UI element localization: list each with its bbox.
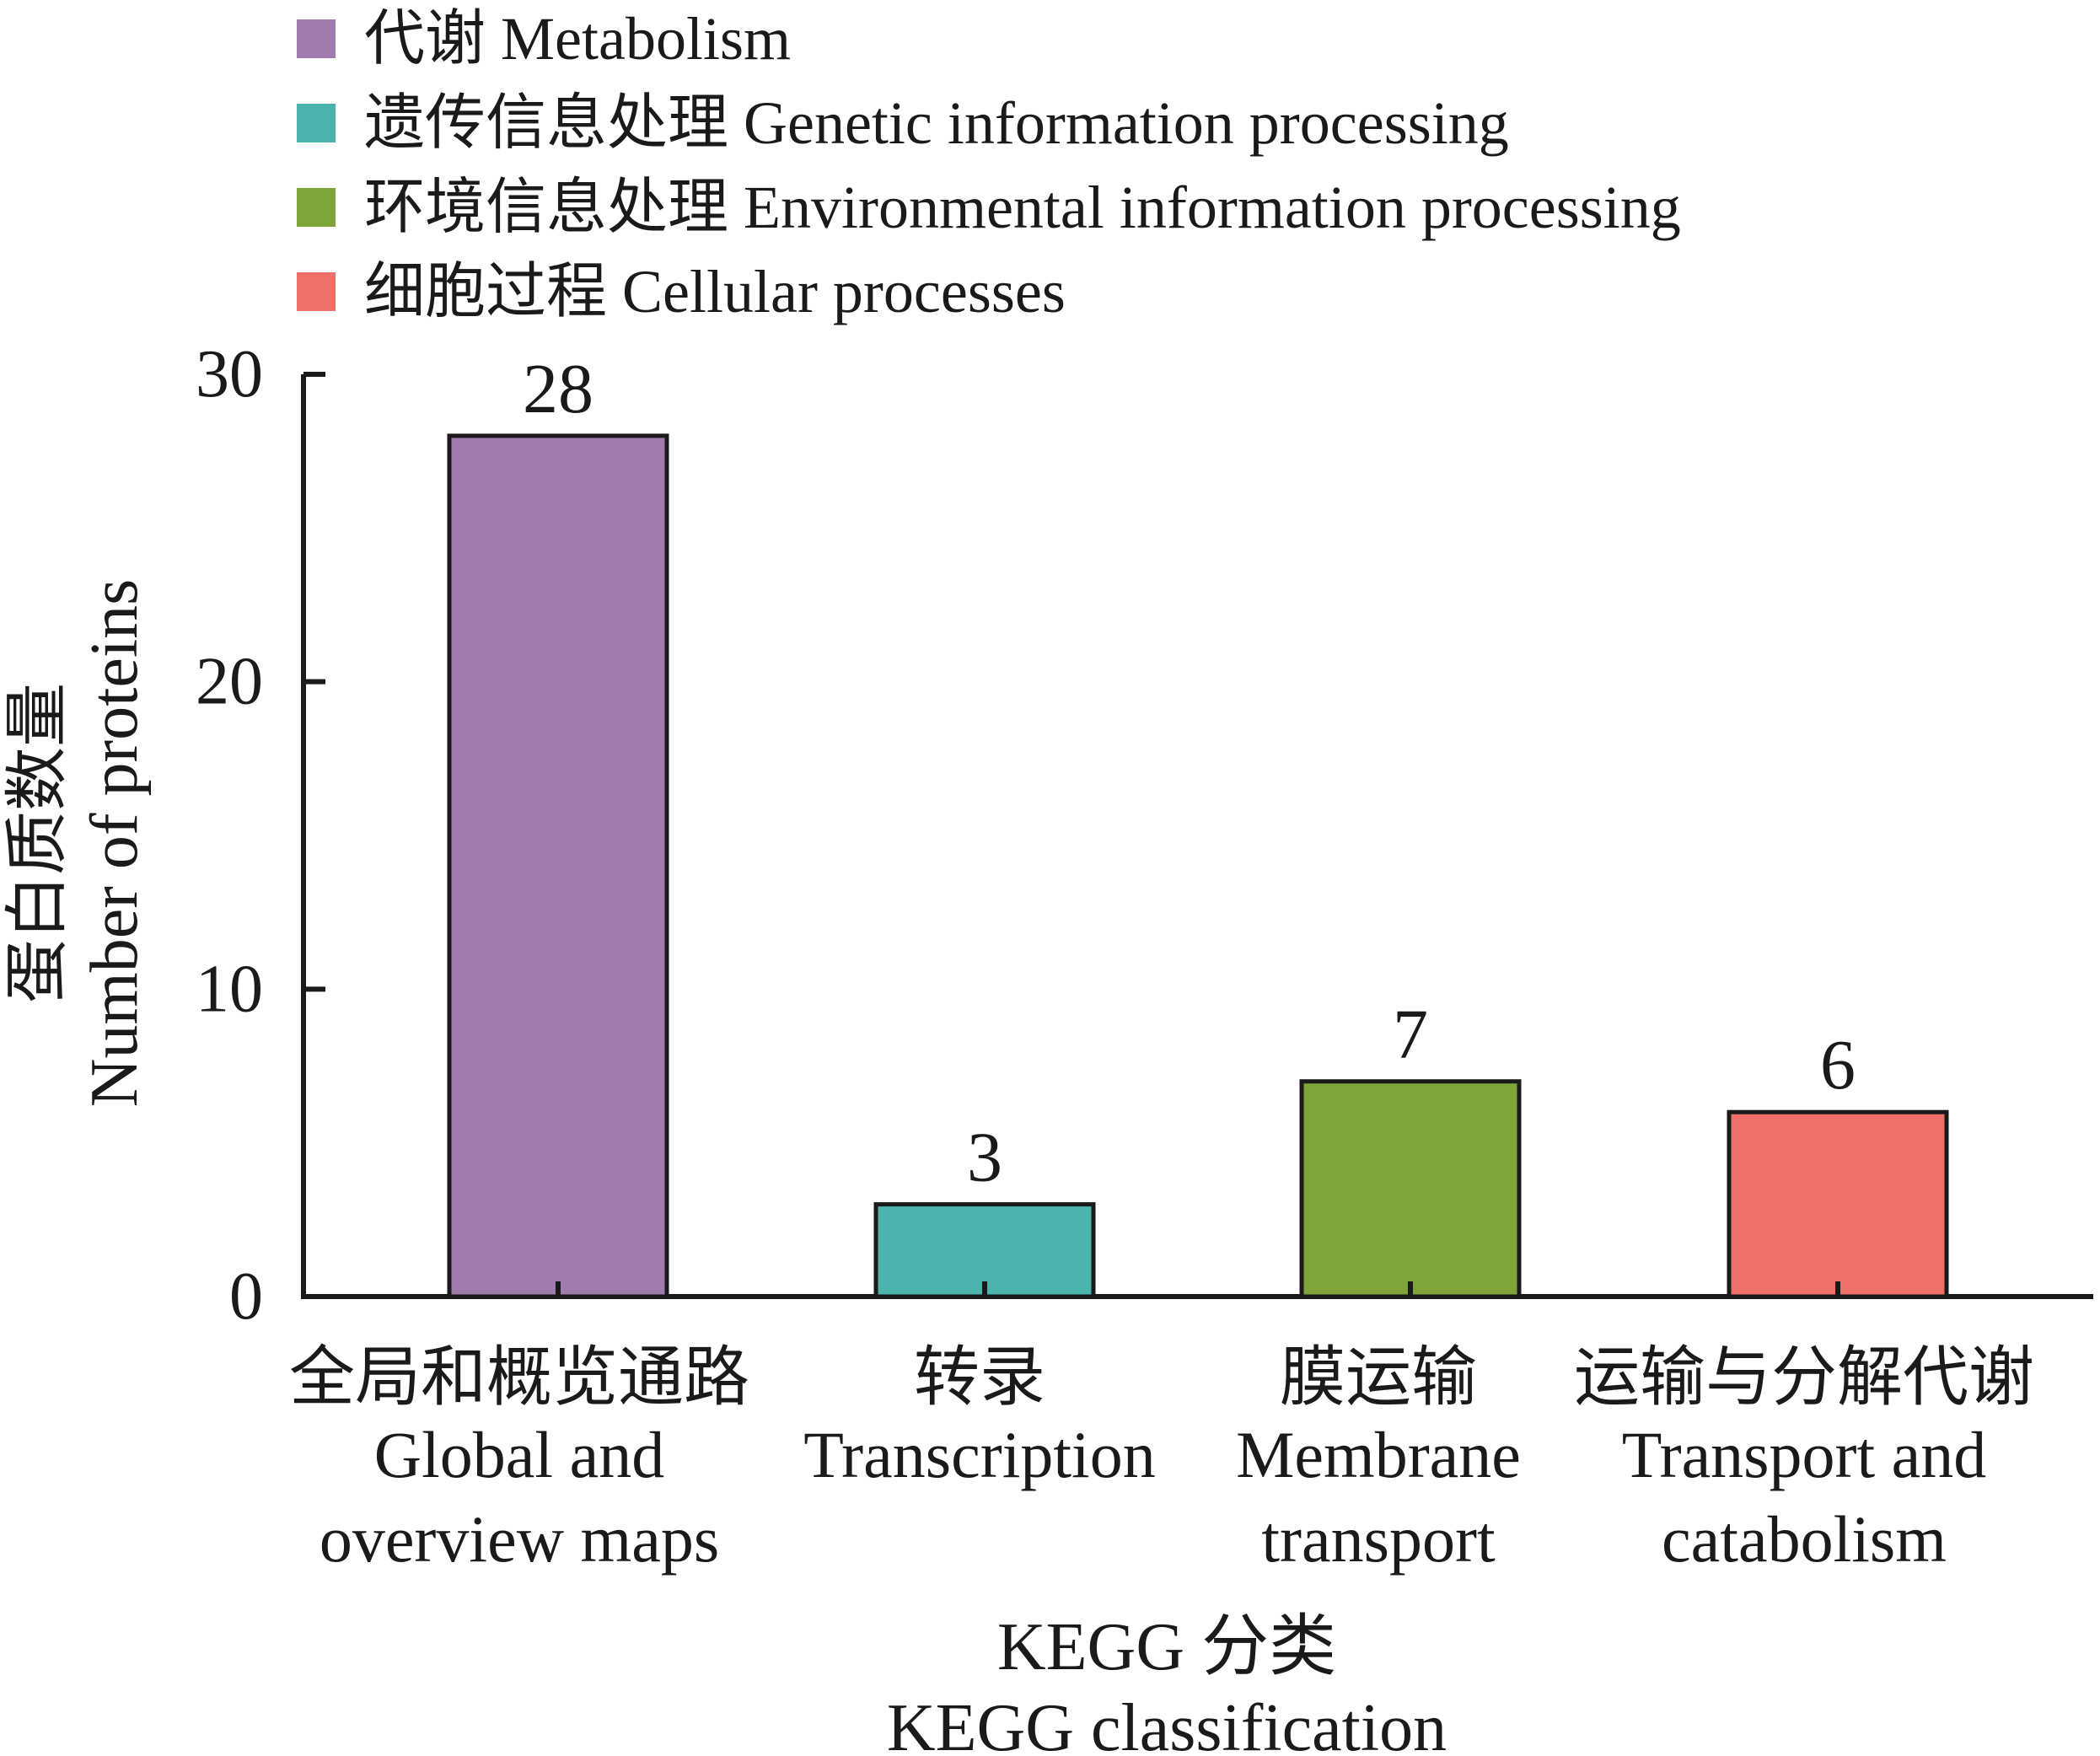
bars: 28 3 7 6 bbox=[447, 350, 1949, 1299]
y-axis-title-en: Number of proteins bbox=[78, 579, 152, 1108]
bar bbox=[1299, 1079, 1522, 1299]
category-label-en: Transcription bbox=[803, 1418, 1155, 1491]
x-axis-title-en: KEGG classification bbox=[887, 1691, 1447, 1756]
category-label-zh: 运输与分解代谢 bbox=[1574, 1340, 2034, 1414]
data-label: 7 bbox=[1393, 996, 1428, 1074]
legend-label: 环境信息处理 Environmental information process… bbox=[364, 174, 1681, 241]
category-label-zh: 膜运输 bbox=[1280, 1340, 1477, 1414]
bar bbox=[1727, 1109, 1949, 1299]
category-label-en: Global and bbox=[374, 1418, 664, 1491]
category-label-zh: 转录 bbox=[914, 1340, 1045, 1414]
y-tick-label: 20 bbox=[196, 645, 263, 719]
legend-label: 代谢 Metabolism bbox=[364, 5, 791, 72]
data-label: 3 bbox=[967, 1119, 1002, 1197]
y-tick-label: 10 bbox=[196, 952, 263, 1026]
legend-swatch bbox=[297, 104, 336, 142]
category-label-zh: 全局和概览通路 bbox=[289, 1340, 749, 1414]
category-label-en: overview maps bbox=[320, 1502, 719, 1576]
category-label-en: transport bbox=[1261, 1502, 1496, 1576]
legend-swatch bbox=[297, 19, 336, 58]
x-axis-title-zh: KEGG 分类 bbox=[997, 1610, 1336, 1684]
y-tick-label: 0 bbox=[229, 1259, 263, 1334]
data-label: 6 bbox=[1820, 1026, 1856, 1104]
category-label-en: Membrane bbox=[1236, 1418, 1521, 1491]
legend-swatch bbox=[297, 188, 336, 227]
axis-titles: KEGG 分类 KEGG classification 蛋白质数量 Number of… bbox=[3, 579, 1447, 1756]
legend-label: 遗传信息处理 Genetic information processing bbox=[364, 89, 1509, 157]
bar bbox=[447, 433, 669, 1299]
y-axis-title-zh: 蛋白质数量 bbox=[3, 683, 73, 1003]
legend-swatch bbox=[297, 272, 336, 311]
legend: 代谢 Metabolism 遗传信息处理 Genetic information … bbox=[297, 5, 1681, 325]
y-axis-title: 蛋白质数量 Number of proteins bbox=[3, 579, 152, 1108]
legend-label: 细胞过程 Cellular processes bbox=[364, 258, 1066, 325]
y-tick-label: 30 bbox=[196, 337, 263, 411]
category-label-en: catabolism bbox=[1662, 1502, 1947, 1576]
data-label: 28 bbox=[523, 350, 593, 428]
category-label-en: Transport and bbox=[1622, 1418, 1987, 1491]
